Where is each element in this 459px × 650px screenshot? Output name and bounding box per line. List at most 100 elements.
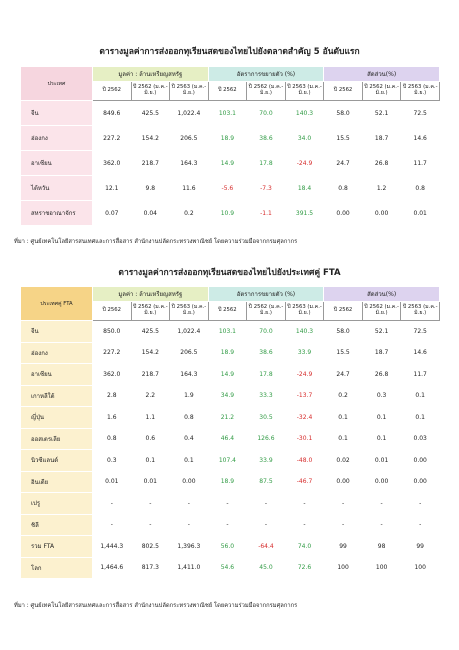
cell: 362.0 [92,363,132,386]
cell: 0.02 [323,449,363,472]
cell: 52.1 [361,320,402,343]
cell: 38.6 [246,125,286,151]
sub-header: ปี 2562 (ม.ค.-มิ.ย.) [130,301,171,321]
cell: 107.4 [207,449,248,472]
cell: 70.0 [246,320,286,343]
cell: 33.3 [246,384,286,407]
cell: 0.00 [361,470,402,493]
cell: 1,411.0 [169,556,209,579]
cell: 38.6 [246,341,286,364]
sub-header: ปี 2562 [323,301,363,321]
cell: 126.6 [246,427,286,450]
cell: 0.4 [169,427,209,450]
cell: 34.9 [207,384,248,407]
cell: 14.6 [400,341,440,364]
cell: 45.0 [246,556,286,579]
cell: - [92,513,132,536]
row-label: โลก [20,556,93,579]
cell: - [169,513,209,536]
cell: 58.0 [323,320,363,343]
cell: - [207,492,248,515]
cell: 1,464.6 [92,556,132,579]
sub-header: ปี 2562 [207,301,248,321]
row-label: ฮ่องกง [20,341,93,364]
sub-header: ปี 2563 (ม.ค.-มิ.ย.) [400,81,440,101]
cell: 99 [400,535,440,558]
cell: - [92,492,132,515]
cell: - [400,513,440,536]
cell: 98 [361,535,402,558]
sub-header: ปี 2563 (ม.ค.-มิ.ย.) [400,301,440,321]
row-label: นิวซีแลนด์ [20,449,93,472]
cell: 1.1 [130,406,171,429]
cell: 0.00 [323,470,363,493]
row-label: สหราชอาณาจักร [20,200,93,226]
cell: 0.8 [169,406,209,429]
cell: 100 [400,556,440,579]
cell: 218.7 [130,363,171,386]
cell: 11.6 [169,175,209,201]
group-header: มูลค่า : ล้านเหรียญสหรัฐ [92,66,209,82]
sub-header: ปี 2562 (ม.ค.-มิ.ย.) [246,301,286,321]
cell: 87.5 [246,470,286,493]
cell: 54.6 [207,556,248,579]
cell: 0.01 [400,200,440,226]
cell: 0.1 [361,427,402,450]
cell: -24.9 [284,363,325,386]
cell: 21.2 [207,406,248,429]
sub-header: ปี 2562 [92,81,132,101]
cell: 227.2 [92,341,132,364]
sub-header: ปี 2563 (ม.ค.-มิ.ย.) [169,301,209,321]
cell: 33.9 [284,341,325,364]
cell: 140.3 [284,320,325,343]
cell: 0.8 [400,175,440,201]
cell: - [284,513,325,536]
table-title: ตารางมูลค่าการส่งออกทุเรียนสดของไทยไปยัง… [118,268,341,278]
cell: 103.1 [207,100,248,126]
cell: 0.1 [400,384,440,407]
cell: 1.6 [92,406,132,429]
row-label: เปรู [20,492,93,515]
cell: -24.9 [284,150,325,176]
cell: 0.3 [92,449,132,472]
cell: 0.1 [323,427,363,450]
cell: 0.1 [323,406,363,429]
cell: 14.9 [207,150,248,176]
cell: 14.6 [400,125,440,151]
cell: -32.4 [284,406,325,429]
cell: - [169,492,209,515]
group-header: สัดส่วน(%) [323,66,440,82]
group-header: อัตราการขยายตัว (%) [207,286,325,302]
cell: 11.7 [400,363,440,386]
country-header: ประเทศคู่ FTA [20,286,93,321]
sub-header: ปี 2563 (ม.ค.-มิ.ย.) [284,301,325,321]
cell: 2.8 [92,384,132,407]
cell: 154.2 [130,125,171,151]
cell: - [323,513,363,536]
sub-header: ปี 2562 (ม.ค.-มิ.ย.) [361,81,402,101]
cell: 9.8 [130,175,171,201]
source-note: ที่มา : ศูนย์เทคโนโลยีสารสนเทศและการสื่อ… [14,239,298,245]
source-note: ที่มา : ศูนย์เทคโนโลยีสารสนเทศและการสื่อ… [14,603,298,609]
group-header: สัดส่วน(%) [323,286,440,302]
cell: 18.9 [207,341,248,364]
row-label: อาเซียน [20,150,93,176]
cell: 11.7 [400,150,440,176]
cell: 12.1 [92,175,132,201]
cell: 70.0 [246,100,286,126]
cell: 1.9 [169,384,209,407]
cell: -48.0 [284,449,325,472]
cell: 1,396.3 [169,535,209,558]
cell: 218.7 [130,150,171,176]
cell: 425.5 [130,100,171,126]
cell: 0.2 [169,200,209,226]
group-header: มูลค่า : ล้านเหรียญสหรัฐ [92,286,209,302]
cell: 0.01 [130,470,171,493]
cell: - [130,513,171,536]
cell: 72.5 [400,320,440,343]
cell: -1.1 [246,200,286,226]
cell: 18.4 [284,175,325,201]
cell: 0.03 [400,427,440,450]
cell: 206.5 [169,125,209,151]
